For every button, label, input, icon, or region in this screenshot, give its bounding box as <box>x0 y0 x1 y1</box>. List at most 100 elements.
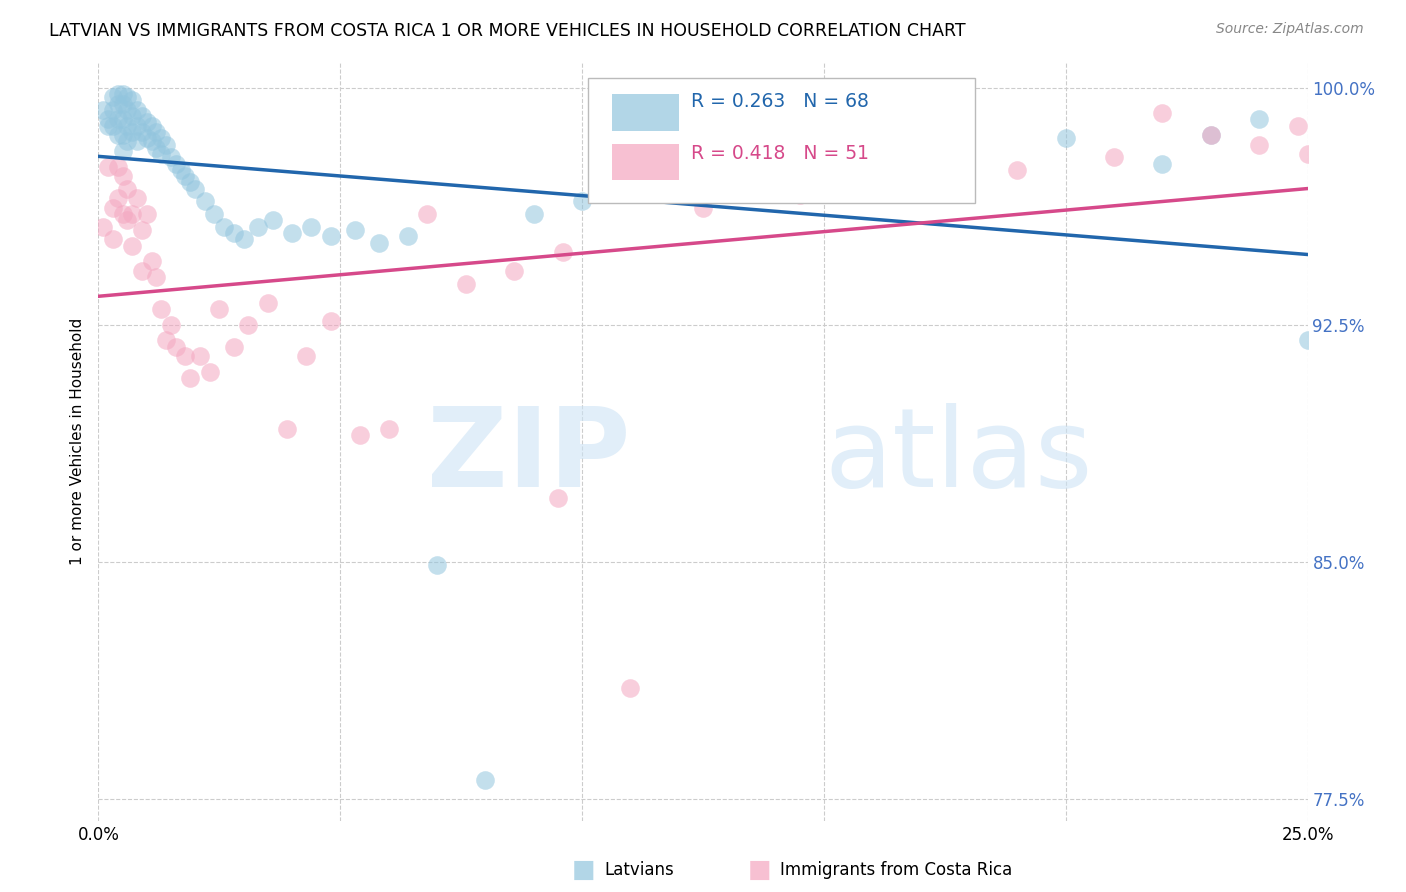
Point <box>101 119 124 133</box>
Point <box>165 156 187 170</box>
Text: R = 0.263   N = 68: R = 0.263 N = 68 <box>690 93 869 112</box>
Point <box>1199 128 1222 142</box>
Point <box>1054 131 1077 145</box>
Point <box>262 213 284 227</box>
Point <box>141 254 163 268</box>
Point <box>121 125 143 139</box>
Point <box>368 235 391 250</box>
Point <box>121 93 143 107</box>
Point <box>474 772 496 787</box>
Point <box>150 301 173 316</box>
Text: Source: ZipAtlas.com: Source: ZipAtlas.com <box>1216 22 1364 37</box>
Text: ■: ■ <box>748 858 770 881</box>
Point <box>111 144 134 158</box>
Point <box>523 207 546 221</box>
Point <box>107 112 129 127</box>
Point <box>184 182 207 196</box>
Point <box>107 160 129 174</box>
Point <box>141 135 163 149</box>
Text: LATVIAN VS IMMIGRANTS FROM COSTA RICA 1 OR MORE VEHICLES IN HOUSEHOLD CORRELATIO: LATVIAN VS IMMIGRANTS FROM COSTA RICA 1 … <box>49 22 966 40</box>
Point <box>295 349 318 363</box>
Point <box>107 191 129 205</box>
Point <box>155 137 177 152</box>
Point <box>160 318 183 332</box>
Point <box>319 314 342 328</box>
Point <box>238 318 260 332</box>
Point <box>165 340 187 354</box>
Point <box>131 125 153 139</box>
Point <box>127 191 149 205</box>
FancyBboxPatch shape <box>588 78 976 202</box>
Point <box>145 125 167 139</box>
Point <box>150 147 173 161</box>
Point <box>222 226 245 240</box>
Point <box>91 103 114 117</box>
Point <box>716 169 738 184</box>
Point <box>222 340 245 354</box>
Point <box>299 219 322 234</box>
Text: ZIP: ZIP <box>427 403 630 510</box>
Point <box>619 681 641 695</box>
Point <box>135 207 157 221</box>
Point <box>169 162 191 177</box>
Point <box>281 226 304 240</box>
Point <box>1199 128 1222 142</box>
Point <box>232 232 254 246</box>
Point <box>416 207 439 221</box>
Point <box>174 349 197 363</box>
Text: R = 0.418   N = 51: R = 0.418 N = 51 <box>690 144 869 163</box>
Point <box>1249 112 1271 127</box>
Point <box>212 219 235 234</box>
Point <box>135 115 157 129</box>
Point <box>101 103 124 117</box>
Point <box>1152 156 1174 170</box>
Point <box>111 87 134 101</box>
Point <box>1296 147 1319 161</box>
Point <box>319 229 342 244</box>
Point <box>1152 106 1174 120</box>
Point <box>121 109 143 123</box>
Point <box>886 176 908 190</box>
Point <box>145 270 167 285</box>
Point <box>127 135 149 149</box>
Point <box>789 188 811 202</box>
Point <box>107 96 129 111</box>
Point <box>117 135 139 149</box>
Point <box>141 119 163 133</box>
Point <box>145 141 167 155</box>
Point <box>198 365 221 379</box>
Point <box>396 229 419 244</box>
Point <box>276 422 298 436</box>
Point <box>131 264 153 278</box>
Point <box>101 232 124 246</box>
Point <box>127 119 149 133</box>
Point <box>121 238 143 252</box>
Point <box>179 371 201 385</box>
Point <box>247 219 270 234</box>
Point <box>91 219 114 234</box>
Point <box>349 428 371 442</box>
Point <box>1249 137 1271 152</box>
Point <box>101 201 124 215</box>
Text: atlas: atlas <box>824 403 1092 510</box>
FancyBboxPatch shape <box>613 95 679 130</box>
Point <box>160 150 183 164</box>
Point <box>204 207 226 221</box>
Point <box>571 194 593 209</box>
Point <box>111 128 134 142</box>
Text: Latvians: Latvians <box>605 861 675 879</box>
Point <box>547 491 569 506</box>
Point <box>107 87 129 101</box>
Point <box>97 160 120 174</box>
Point <box>131 223 153 237</box>
Point <box>131 109 153 123</box>
Point <box>692 201 714 215</box>
Text: ■: ■ <box>572 858 595 881</box>
Point <box>101 90 124 104</box>
Point <box>111 207 134 221</box>
Point <box>111 169 134 184</box>
Point <box>454 277 477 291</box>
Point <box>426 558 449 572</box>
Point <box>155 334 177 348</box>
Point <box>111 96 134 111</box>
